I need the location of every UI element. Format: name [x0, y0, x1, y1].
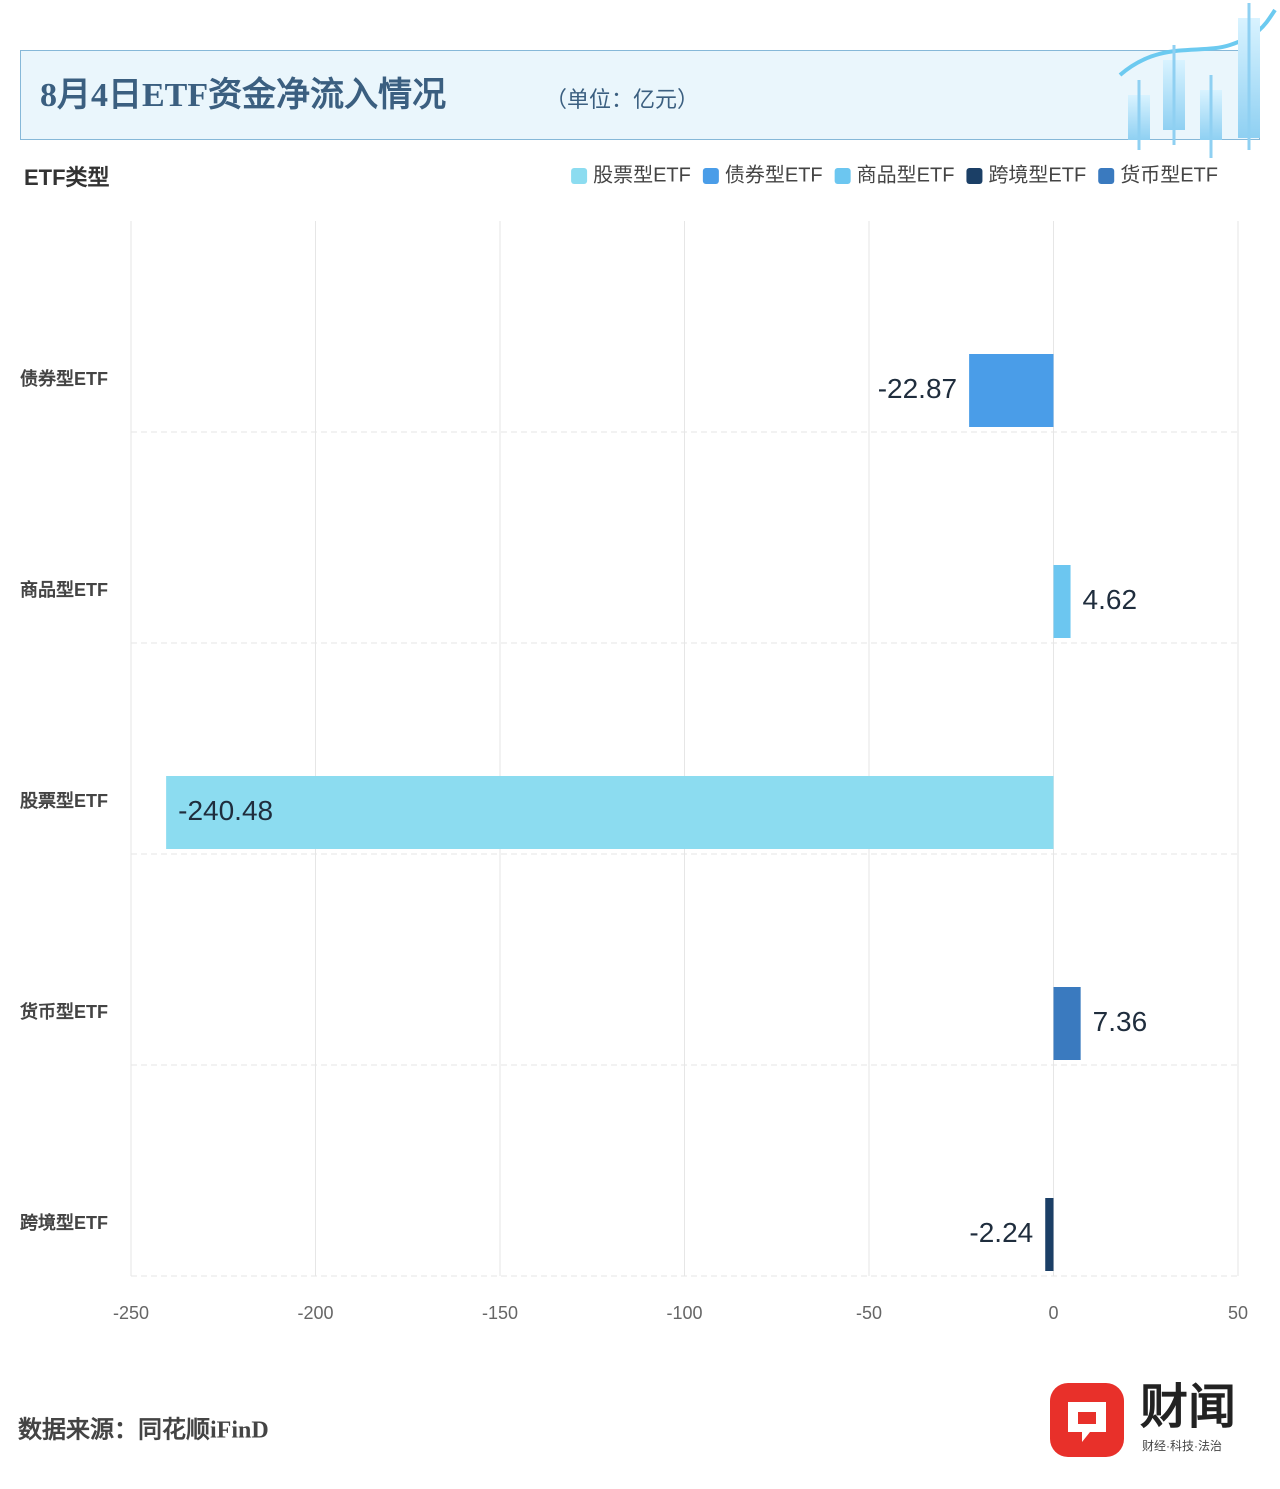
legend-label: 跨境型ETF — [988, 163, 1086, 186]
legend-swatch — [571, 168, 588, 184]
data-label: -22.87 — [878, 373, 957, 404]
x-tick-label: 50 — [1228, 1303, 1248, 1323]
x-tick-label: -200 — [297, 1303, 333, 1323]
legend-label: 商品型ETF — [857, 163, 955, 186]
x-tick-label: -150 — [482, 1303, 518, 1323]
legend-label: 股票型ETF — [593, 163, 691, 186]
x-tick-label: -100 — [666, 1303, 702, 1323]
bar — [1053, 987, 1081, 1060]
data-label: -240.48 — [178, 795, 273, 826]
legend-swatch — [1098, 168, 1115, 184]
brand-tagline: 财经·科技·法治 — [1142, 1439, 1222, 1453]
data-label: 7.36 — [1093, 1006, 1148, 1037]
data-label: 4.62 — [1083, 584, 1138, 615]
bar — [1045, 1198, 1054, 1271]
bar — [969, 354, 1054, 427]
x-tick-label: -250 — [113, 1303, 149, 1323]
legend-label: 货币型ETF — [1120, 163, 1218, 186]
x-tick-label: -50 — [856, 1303, 882, 1323]
data-label: -2.24 — [969, 1217, 1033, 1248]
legend-swatch — [834, 168, 851, 184]
brand-name: 财闻 — [1140, 1381, 1236, 1434]
chart-title: 8月4日ETF资金净流入情况 — [40, 75, 446, 114]
brand-logo: 财闻 财经·科技·法治 — [1050, 1381, 1236, 1457]
y-tick-label: 商品型ETF — [20, 579, 108, 600]
legend-swatch — [702, 168, 719, 184]
y-tick-label: 债券型ETF — [20, 368, 108, 389]
bar — [166, 776, 1054, 849]
y-axis-label: ETF类型 — [24, 165, 110, 190]
header-decoration — [1118, 3, 1277, 158]
y-tick-label: 股票型ETF — [19, 790, 108, 811]
x-tick-label: 0 — [1048, 1303, 1058, 1323]
legend-swatch — [966, 168, 983, 184]
legend-label: 债券型ETF — [725, 163, 823, 186]
header-box — [20, 50, 1260, 140]
y-tick-label: 货币型ETF — [20, 1001, 108, 1022]
source-note: 数据来源：同花顺iFinD — [18, 1416, 269, 1444]
chart-subtitle: （单位：亿元） — [545, 87, 699, 112]
bar — [1053, 565, 1071, 638]
y-tick-label: 跨境型ETF — [20, 1212, 108, 1233]
